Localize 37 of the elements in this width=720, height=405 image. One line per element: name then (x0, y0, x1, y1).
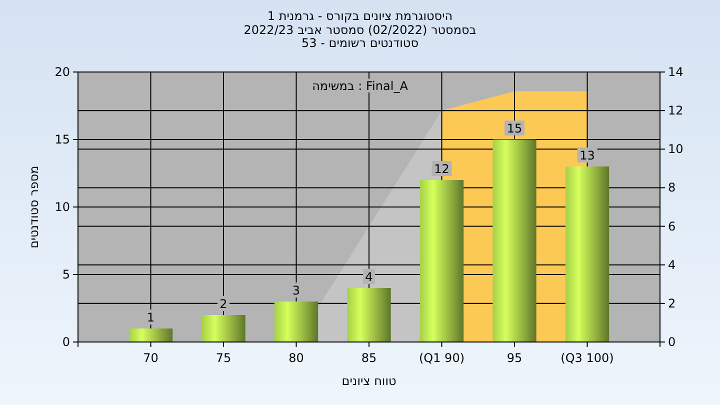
y2-tick-label: 6 (668, 219, 676, 234)
data-label: 1 (146, 310, 155, 324)
data-label: 4 (365, 270, 373, 284)
y2-tick-label: 12 (668, 104, 684, 118)
y-tick-label: 20 (54, 65, 70, 79)
data-label: 2 (220, 297, 228, 311)
data-label: 15 (506, 122, 522, 136)
x-tick-label: (Q1 90) (418, 351, 465, 365)
x-axis-title: טווח ציונים (342, 374, 396, 388)
data-label: 12 (434, 162, 450, 176)
y-tick-label: 0 (62, 335, 70, 349)
bar (202, 315, 246, 342)
x-tick-label: 95 (506, 351, 522, 365)
y2-tick-label: 4 (668, 258, 676, 272)
x-tick-label: 70 (143, 351, 158, 365)
bar (492, 140, 536, 342)
bar (128, 328, 173, 342)
chart-subtitle: בסמסטר (02/2022) סמסטר אביב 2022/23 סטודנטים רשומים - 53 (244, 23, 476, 50)
x-tick-label: 80 (288, 351, 304, 365)
chart-title: היסטוגרמת ציונים בקורס - גרמנית 1 (267, 9, 453, 23)
y2-tick-label: 0 (668, 335, 676, 349)
y2-tick-label: 8 (668, 180, 676, 195)
y2-tick-label: 2 (668, 296, 676, 310)
bar (274, 302, 318, 342)
x-tick-label: (Q3 100) (560, 351, 614, 365)
x-tick-label: 85 (361, 351, 377, 365)
y-tick-label: 15 (54, 132, 70, 146)
y-tick-label: 10 (54, 200, 70, 214)
data-label: 3 (292, 284, 300, 298)
y2-tick-label: 10 (668, 142, 684, 156)
y-tick-label: 5 (62, 268, 70, 282)
x-tick-label: 75 (216, 351, 232, 365)
bar (565, 166, 610, 342)
y2-tick-label: 14 (668, 65, 684, 79)
y-axis-title: מספר סטודנטים (27, 166, 41, 248)
data-label: 13 (580, 148, 595, 162)
bar (347, 288, 391, 342)
